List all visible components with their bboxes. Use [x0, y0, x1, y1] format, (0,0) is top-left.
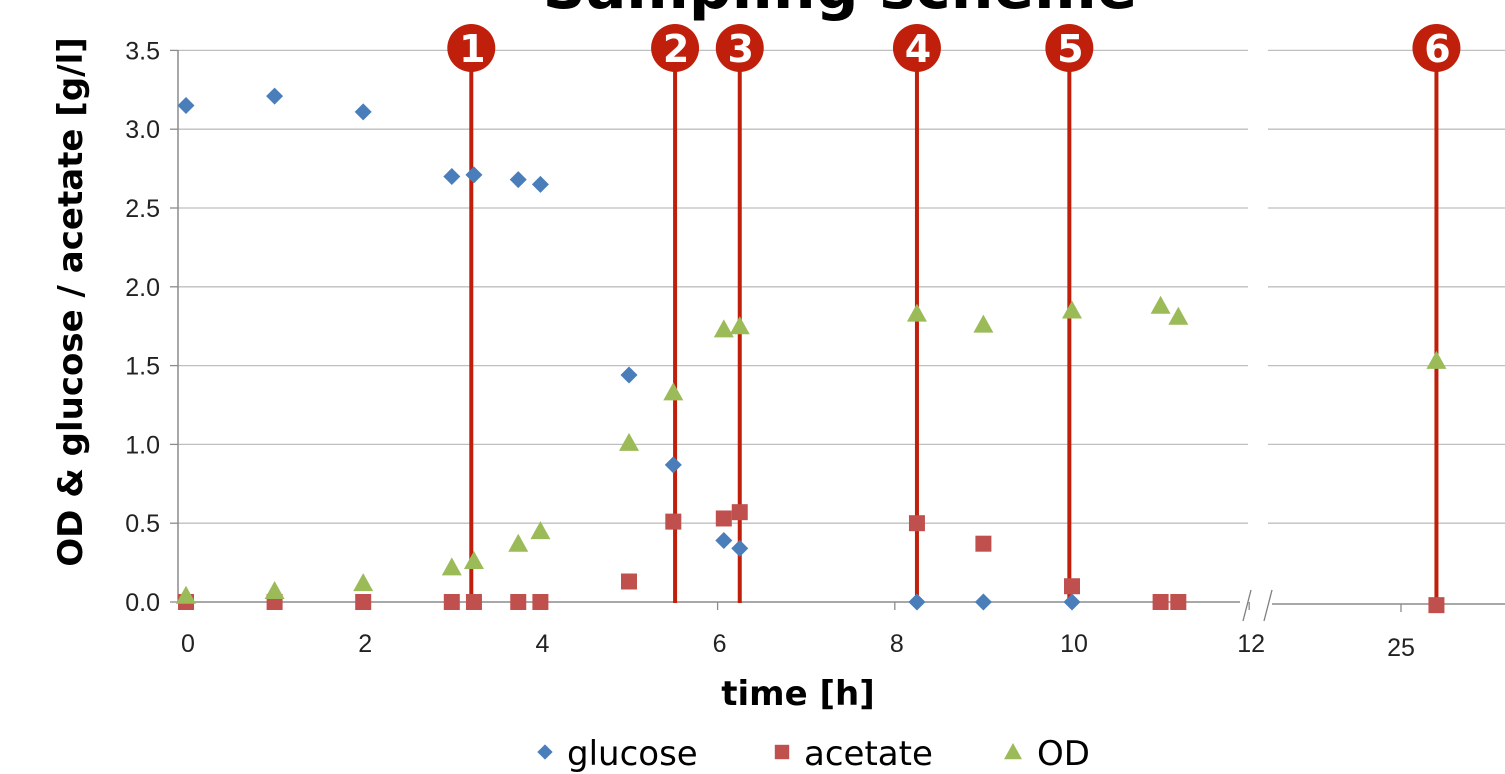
glucose-point [177, 97, 195, 115]
x-tick-label: 4 [535, 630, 549, 658]
OD-point [1150, 295, 1171, 314]
glucose-point [266, 87, 284, 105]
sample-badge-label: 4 [905, 27, 931, 71]
glucose-point [620, 366, 638, 384]
x-tick-label: 6 [713, 630, 727, 658]
y-tick-label: 1.5 [125, 353, 160, 381]
axes [170, 49, 1505, 622]
glucose-point [354, 103, 372, 121]
grid-lines [178, 49, 1505, 524]
sample-badge-1 [447, 24, 496, 72]
x-tick-label: 2 [358, 630, 372, 658]
OD-point [729, 316, 750, 335]
y-tick-label: 0.0 [125, 589, 160, 617]
OD-point [264, 580, 285, 599]
legend-label-OD: OD [1037, 734, 1090, 774]
y-tick-labels: 0.0 0.5 1.0 1.5 2.0 2.5 3.0 3.5 [125, 37, 160, 617]
acetate-point [908, 515, 925, 532]
acetate-point [665, 513, 682, 530]
y-tick-label: 1.0 [125, 431, 160, 459]
legend-label-glucose: glucose [567, 734, 698, 774]
glucose-point [664, 456, 682, 474]
OD-point [663, 382, 684, 401]
sample-badge-label: 1 [459, 27, 485, 71]
y-tick-label: 3.5 [125, 37, 160, 65]
acetate-point [715, 510, 732, 527]
legend-marker-acetate [774, 744, 790, 760]
data-points [176, 87, 1447, 614]
acetate-point [975, 535, 992, 552]
OD-point [530, 521, 551, 540]
OD-point [906, 303, 927, 322]
sample-badge-label: 6 [1424, 27, 1450, 71]
glucose-point [443, 167, 461, 185]
glucose-point [531, 175, 549, 193]
x-tick-label: 25 [1387, 634, 1415, 662]
OD-point [1168, 306, 1189, 325]
legend: glucose acetate OD [537, 734, 1090, 774]
acetate-point [1170, 594, 1187, 610]
axis-break-mark [1263, 589, 1273, 622]
axis-break-mark [1242, 589, 1252, 622]
OD-point [973, 314, 994, 333]
glucose-point [509, 171, 527, 189]
acetate-point [510, 594, 527, 610]
OD-point [508, 533, 529, 552]
sample-badge-4 [892, 24, 941, 72]
OD-point [353, 573, 374, 592]
y-tick-label: 3.0 [125, 116, 160, 144]
y-tick-label: 0.5 [125, 510, 160, 538]
acetate-point [355, 594, 372, 610]
sample-badge-2 [651, 24, 700, 72]
sample-badge-label: 3 [728, 27, 754, 71]
glucose-point [731, 539, 749, 557]
OD-point [176, 585, 196, 604]
acetate-point [731, 504, 748, 521]
acetate-point [1428, 597, 1445, 614]
x-tick-label: 10 [1060, 630, 1088, 658]
glucose-point [908, 593, 926, 611]
y-tick-label: 2.5 [125, 195, 160, 223]
acetate-point [621, 573, 637, 590]
sample-badge-5 [1045, 24, 1094, 72]
x-tick-labels: 0 2 4 6 8 10 12 25 [181, 630, 1415, 662]
OD-point [1426, 350, 1447, 369]
acetate-point [443, 594, 460, 610]
acetate-point [465, 594, 482, 610]
acetate-point [1064, 578, 1080, 595]
chart-title: Sampling scheme [543, 0, 1138, 23]
x-axis-label: time [h] [721, 674, 875, 714]
y-axis-label: OD & glucose / acetate [g/l] [51, 37, 91, 567]
x-tick-label: 0 [181, 630, 195, 658]
OD-point [1062, 300, 1082, 319]
sample-badge-3 [715, 24, 764, 72]
glucose-point [715, 532, 733, 550]
sample-badge-6 [1412, 24, 1461, 72]
OD-point [463, 551, 484, 570]
x-tick-label: 8 [890, 630, 904, 658]
glucose-point [465, 166, 483, 184]
OD-point [713, 319, 734, 338]
sample-badge-label: 2 [663, 27, 689, 71]
glucose-point [1063, 593, 1081, 611]
acetate-point [532, 594, 549, 610]
legend-marker-glucose [537, 744, 553, 760]
OD-point [619, 432, 639, 451]
sample-lines [469, 60, 1439, 603]
legend-marker-OD [1004, 743, 1022, 760]
sample-badge-label: 5 [1057, 27, 1083, 71]
x-tick-label: 12 [1237, 630, 1265, 658]
acetate-point [1152, 594, 1169, 610]
chart-title-group: Sampling scheme [543, 0, 1138, 23]
legend-label-acetate: acetate [804, 734, 933, 774]
OD-point [441, 557, 462, 576]
y-tick-label: 2.0 [125, 274, 160, 302]
glucose-point [974, 593, 992, 611]
